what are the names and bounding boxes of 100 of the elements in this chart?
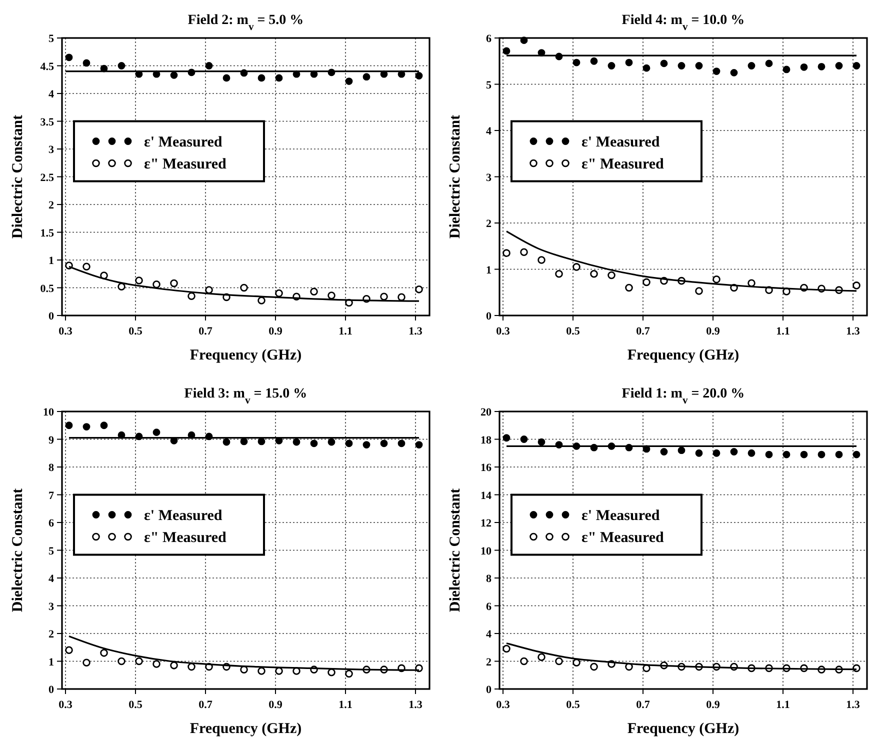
point bbox=[170, 662, 178, 670]
point bbox=[415, 664, 423, 672]
point bbox=[240, 438, 248, 446]
x-tick-label: 0.9 bbox=[268, 699, 283, 711]
y-tick-label: 0 bbox=[48, 310, 54, 322]
point bbox=[258, 438, 266, 446]
y-tick-label: 0 bbox=[48, 684, 54, 696]
x-tick-label: 0.9 bbox=[706, 699, 720, 711]
point bbox=[695, 287, 703, 295]
y-tick-label: 4 bbox=[48, 573, 54, 585]
point bbox=[502, 249, 510, 257]
y-tick-label: 6 bbox=[486, 600, 492, 613]
point bbox=[800, 450, 808, 458]
y-tick-label: 6 bbox=[486, 33, 492, 45]
point bbox=[380, 440, 388, 448]
point bbox=[852, 282, 860, 290]
point bbox=[782, 450, 790, 458]
point bbox=[135, 276, 143, 284]
point bbox=[310, 440, 318, 448]
point bbox=[398, 293, 406, 302]
point bbox=[415, 441, 423, 448]
point bbox=[152, 280, 160, 288]
point bbox=[222, 74, 230, 82]
x-tick-label: 0.3 bbox=[58, 326, 73, 338]
y-tick-label: 16 bbox=[480, 462, 492, 474]
x-tick-label: 0.5 bbox=[566, 699, 580, 711]
point bbox=[222, 438, 230, 446]
y-tick-label: 7 bbox=[48, 490, 54, 502]
point bbox=[642, 278, 650, 286]
x-tick-label: 0.7 bbox=[636, 326, 650, 338]
point bbox=[818, 450, 826, 458]
x-tick-label: 0.3 bbox=[496, 699, 510, 711]
point bbox=[765, 450, 773, 458]
y-tick-label: 2 bbox=[486, 656, 492, 668]
point bbox=[275, 289, 283, 298]
legend-label: ε" Measured bbox=[582, 156, 665, 172]
point bbox=[538, 653, 546, 661]
y-axis-title: Dielectric Constant bbox=[10, 488, 26, 612]
x-tick-label: 0.5 bbox=[566, 326, 580, 338]
point bbox=[520, 436, 528, 443]
y-tick-label: 3 bbox=[48, 144, 54, 156]
x-tick-label: 0.7 bbox=[636, 699, 650, 711]
point bbox=[590, 270, 598, 278]
y-tick-label: 6 bbox=[48, 518, 54, 530]
point bbox=[695, 62, 703, 70]
point bbox=[205, 286, 213, 294]
legend-label: ε" Measured bbox=[144, 530, 228, 546]
point bbox=[625, 284, 633, 292]
line-series bbox=[506, 230, 858, 292]
point bbox=[328, 292, 336, 300]
legend-label: ε' Measured bbox=[582, 508, 660, 524]
point bbox=[660, 60, 668, 68]
legend-label: ε' Measured bbox=[582, 134, 660, 150]
point bbox=[608, 62, 616, 70]
point bbox=[765, 60, 773, 68]
point bbox=[555, 270, 563, 278]
point bbox=[345, 440, 353, 448]
y-tick-label: 3 bbox=[486, 172, 492, 184]
point bbox=[100, 422, 108, 430]
y-tick-label: 8 bbox=[48, 462, 54, 474]
y-tick-label: 10 bbox=[43, 406, 54, 418]
y-tick-label: 20 bbox=[480, 406, 492, 418]
legend-label: ε" Measured bbox=[144, 156, 228, 172]
point bbox=[118, 282, 126, 291]
point bbox=[572, 263, 580, 271]
point bbox=[835, 62, 843, 70]
point bbox=[240, 284, 248, 292]
point bbox=[170, 71, 178, 79]
point bbox=[678, 62, 686, 70]
x-tick-label: 0.7 bbox=[198, 326, 213, 338]
x-axis-title: Frequency (GHz) bbox=[190, 348, 302, 364]
point bbox=[590, 662, 598, 671]
point bbox=[502, 644, 510, 653]
point bbox=[678, 446, 686, 454]
point bbox=[82, 658, 90, 667]
point bbox=[65, 54, 73, 62]
point bbox=[310, 288, 318, 296]
point bbox=[82, 262, 90, 271]
point bbox=[188, 292, 196, 300]
y-tick-label: 8 bbox=[486, 573, 492, 585]
point bbox=[82, 423, 90, 430]
point bbox=[170, 279, 178, 288]
y-tick-label: 1 bbox=[48, 255, 54, 267]
chart-title: Field 4: m$_{v}$ = 10.0 % bbox=[622, 13, 745, 32]
point bbox=[572, 58, 580, 66]
y-tick-label: 1.5 bbox=[40, 227, 54, 240]
point bbox=[398, 440, 406, 448]
y-tick-label: 0.5 bbox=[40, 282, 54, 295]
y-tick-label: 2 bbox=[48, 628, 54, 640]
point bbox=[590, 57, 598, 65]
x-tick-label: 1.3 bbox=[408, 326, 423, 338]
y-tick-label: 4.5 bbox=[40, 60, 54, 73]
y-tick-label: 1 bbox=[48, 656, 54, 668]
y-tick-label: 2 bbox=[486, 218, 492, 230]
point bbox=[730, 68, 738, 76]
legend-label: ε' Measured bbox=[144, 508, 223, 524]
x-tick-label: 0.5 bbox=[128, 326, 143, 338]
y-tick-label: 2.5 bbox=[40, 172, 54, 184]
point bbox=[258, 296, 266, 304]
y-tick-label: 0 bbox=[486, 310, 492, 322]
